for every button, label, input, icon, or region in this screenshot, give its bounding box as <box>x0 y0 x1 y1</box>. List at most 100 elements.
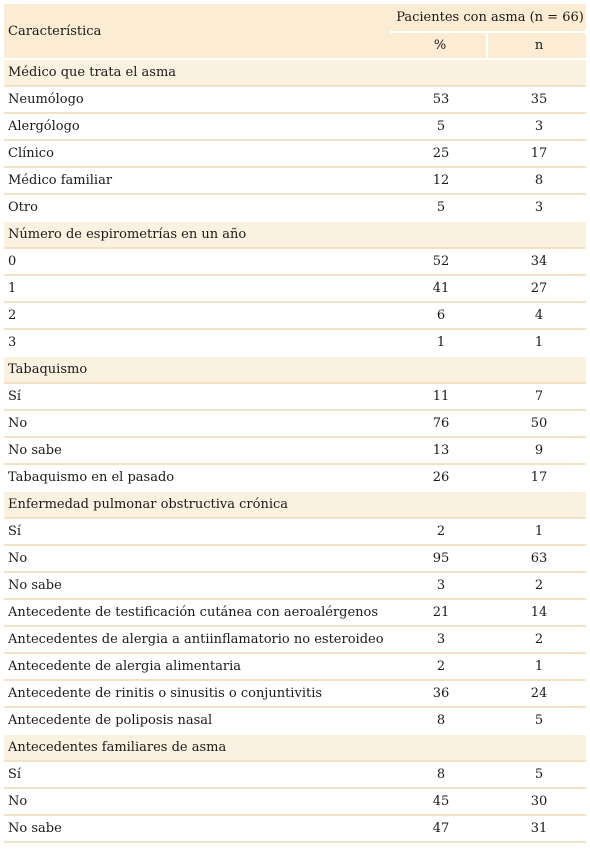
row-percent: 45 <box>390 787 488 814</box>
header-percent: % <box>390 33 488 58</box>
row-percent: 21 <box>390 598 488 625</box>
table-row: Alergólogo 5 3 <box>4 112 587 139</box>
row-label: No <box>4 544 390 571</box>
row-count: 17 <box>488 139 587 166</box>
table-row: Tabaquismo en el pasado 26 17 <box>4 463 587 490</box>
row-count: 1 <box>488 517 587 544</box>
table-row: No 45 30 <box>4 787 587 814</box>
table-row: Antecedente de poliposis nasal 8 5 <box>4 706 587 733</box>
table-header: Característica Pacientes con asma (n = 6… <box>4 4 587 58</box>
row-percent: 11 <box>390 382 488 409</box>
row-percent: 52 <box>390 247 488 274</box>
row-percent: 41 <box>390 274 488 301</box>
row-count: 63 <box>488 544 587 571</box>
row-percent: 5 <box>390 193 488 220</box>
section-header-row: Número de espirometrías en un año <box>4 220 587 247</box>
row-label: Otro <box>4 193 390 220</box>
section-header-row: Tabaquismo <box>4 355 587 382</box>
row-count: 8 <box>488 166 587 193</box>
row-count: 1 <box>488 652 587 679</box>
row-count: 14 <box>488 598 587 625</box>
table-row: Clínico 25 17 <box>4 139 587 166</box>
row-percent: 25 <box>390 139 488 166</box>
row-count: 17 <box>488 463 587 490</box>
row-count: 34 <box>488 247 587 274</box>
row-count: 24 <box>488 679 587 706</box>
table-row: No 95 63 <box>4 544 587 571</box>
table-row: Neumólogo 53 35 <box>4 85 587 112</box>
row-percent: 26 <box>390 463 488 490</box>
table-row: Sí 8 5 <box>4 760 587 787</box>
row-label: No <box>4 787 390 814</box>
row-percent: 76 <box>390 409 488 436</box>
row-percent: 8 <box>390 706 488 733</box>
row-label: 1 <box>4 274 390 301</box>
row-label: 3 <box>4 328 390 355</box>
patient-characteristics-table: Característica Pacientes con asma (n = 6… <box>4 4 587 843</box>
row-count: 2 <box>488 625 587 652</box>
table-row: Médico familiar 12 8 <box>4 166 587 193</box>
table-row: Antecedente de alergia alimentaria 2 1 <box>4 652 587 679</box>
row-label: Antecedentes de alergia a antiinflamator… <box>4 625 390 652</box>
row-label: Tabaquismo en el pasado <box>4 463 390 490</box>
section-label: Número de espirometrías en un año <box>4 220 587 247</box>
row-label: Alergólogo <box>4 112 390 139</box>
row-count: 31 <box>488 814 587 843</box>
header-characteristic: Característica <box>4 4 390 58</box>
row-percent: 12 <box>390 166 488 193</box>
row-percent: 95 <box>390 544 488 571</box>
table-row: Sí 2 1 <box>4 517 587 544</box>
row-label: 0 <box>4 247 390 274</box>
row-label: No sabe <box>4 436 390 463</box>
row-percent: 53 <box>390 85 488 112</box>
row-count: 9 <box>488 436 587 463</box>
row-count: 30 <box>488 787 587 814</box>
row-label: Neumólogo <box>4 85 390 112</box>
row-label: No sabe <box>4 814 390 843</box>
row-label: No sabe <box>4 571 390 598</box>
row-percent: 3 <box>390 625 488 652</box>
table-row: Antecedente de testificación cutánea con… <box>4 598 587 625</box>
section-label: Enfermedad pulmonar obstructiva crónica <box>4 490 587 517</box>
row-label: Antecedente de testificación cutánea con… <box>4 598 390 625</box>
row-label: 2 <box>4 301 390 328</box>
section-header-row: Antecedentes familiares de asma <box>4 733 587 760</box>
row-count: 27 <box>488 274 587 301</box>
row-percent: 5 <box>390 112 488 139</box>
header-count: n <box>488 33 587 58</box>
table-row: 1 41 27 <box>4 274 587 301</box>
row-label: Antecedente de rinitis o sinusitis o con… <box>4 679 390 706</box>
row-percent: 36 <box>390 679 488 706</box>
row-label: Sí <box>4 517 390 544</box>
row-label: Antecedente de poliposis nasal <box>4 706 390 733</box>
table-row: No sabe 47 31 <box>4 814 587 843</box>
section-label: Médico que trata el asma <box>4 58 587 85</box>
table-row: No 76 50 <box>4 409 587 436</box>
row-label: Clínico <box>4 139 390 166</box>
row-count: 35 <box>488 85 587 112</box>
table-row: Antecedentes de alergia a antiinflamator… <box>4 625 587 652</box>
row-percent: 2 <box>390 652 488 679</box>
row-label: No <box>4 409 390 436</box>
row-count: 3 <box>488 193 587 220</box>
row-label: Antecedente de alergia alimentaria <box>4 652 390 679</box>
section-label: Tabaquismo <box>4 355 587 382</box>
row-count: 5 <box>488 760 587 787</box>
row-percent: 1 <box>390 328 488 355</box>
table-row: Sí 11 7 <box>4 382 587 409</box>
row-percent: 2 <box>390 517 488 544</box>
row-count: 2 <box>488 571 587 598</box>
table-row: Antecedente de rinitis o sinusitis o con… <box>4 679 587 706</box>
table-row: No sabe 3 2 <box>4 571 587 598</box>
section-header-row: Enfermedad pulmonar obstructiva crónica <box>4 490 587 517</box>
row-count: 5 <box>488 706 587 733</box>
table-row: Otro 5 3 <box>4 193 587 220</box>
row-count: 4 <box>488 301 587 328</box>
row-count: 1 <box>488 328 587 355</box>
table-row: 0 52 34 <box>4 247 587 274</box>
row-count: 7 <box>488 382 587 409</box>
row-percent: 13 <box>390 436 488 463</box>
table-body: Médico que trata el asma Neumólogo 53 35 Ale… <box>4 58 587 843</box>
